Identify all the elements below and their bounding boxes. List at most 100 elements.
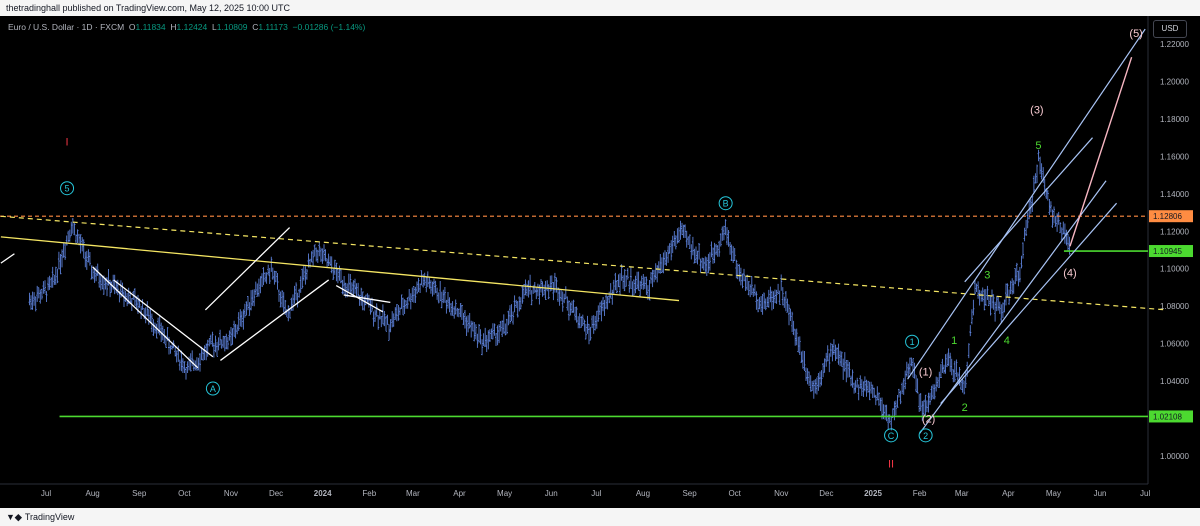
- wave-label-circle: [884, 428, 899, 443]
- x-tick-label: Jun: [1094, 489, 1107, 498]
- price-bar: [70, 221, 73, 237]
- price-bar: [343, 276, 346, 295]
- price-bar: [823, 358, 826, 373]
- price-bar: [330, 256, 333, 274]
- price-bar: [287, 305, 290, 322]
- x-tick-label: Mar: [955, 489, 969, 498]
- price-bar: [786, 298, 789, 313]
- price-bar: [36, 285, 39, 302]
- price-bar: [169, 345, 172, 354]
- price-bar: [278, 289, 280, 302]
- price-bar: [679, 220, 682, 240]
- price-bar: [721, 226, 724, 241]
- symbol-name: Euro / U.S. Dollar · 1D · FXCM: [8, 22, 125, 32]
- price-bar: [908, 357, 911, 375]
- price-bar: [265, 272, 268, 284]
- price-bar: [739, 267, 742, 286]
- price-bar: [901, 382, 904, 395]
- price-bar: [626, 268, 629, 280]
- price-bar: [907, 363, 910, 379]
- currency-button[interactable]: USD: [1153, 20, 1187, 38]
- x-tick-label: Sep: [682, 489, 697, 498]
- price-bar: [419, 283, 422, 293]
- price-bar: [448, 297, 451, 313]
- price-bar: [61, 249, 63, 268]
- price-bar: [918, 394, 921, 412]
- price-bar: [236, 324, 239, 335]
- price-bar: [704, 256, 707, 274]
- price-bar: [664, 250, 666, 266]
- price-bar: [961, 378, 964, 393]
- chart-background: [0, 16, 1200, 508]
- price-bar: [789, 308, 792, 321]
- price-bar: [831, 344, 834, 362]
- price-bar: [702, 258, 705, 271]
- price-bar: [383, 311, 386, 327]
- price-bar: [247, 296, 249, 311]
- price-bar: [333, 259, 336, 275]
- price-bar: [471, 321, 474, 332]
- price-bar: [377, 315, 380, 330]
- price-bar: [969, 325, 972, 337]
- price-bar: [271, 267, 274, 280]
- price-bar: [498, 324, 501, 344]
- wave-label: 2: [923, 431, 928, 441]
- price-bar: [941, 358, 944, 373]
- price-bar: [939, 364, 942, 379]
- price-bar: [1017, 270, 1020, 287]
- price-bar: [631, 281, 634, 296]
- price-bar: [470, 320, 473, 338]
- price-bar: [865, 379, 868, 397]
- price-bar: [981, 287, 984, 302]
- price-bar: [775, 289, 778, 304]
- y-tick-label: 1.06000: [1160, 340, 1189, 349]
- price-bar: [443, 287, 446, 303]
- price-bar: [746, 274, 749, 291]
- wave-label: (2): [922, 413, 935, 425]
- price-bar: [998, 301, 1001, 314]
- y-tick-label: 1.12000: [1160, 227, 1189, 236]
- price-bar: [505, 318, 508, 335]
- price-bar: [474, 324, 477, 340]
- price-bar: [197, 357, 200, 371]
- price-bar: [699, 258, 702, 273]
- price-bar: [812, 380, 815, 399]
- price-bar: [924, 394, 927, 416]
- price-bar: [152, 319, 155, 336]
- y-tick-label: 1.10000: [1160, 265, 1189, 274]
- price-bar: [778, 290, 781, 306]
- price-bar: [65, 235, 68, 246]
- price-bar: [930, 385, 933, 401]
- x-tick-label: May: [497, 489, 512, 498]
- price-bar: [733, 248, 736, 262]
- price-bar: [629, 267, 632, 289]
- price-bar: [507, 310, 510, 326]
- price-bar: [183, 361, 186, 373]
- price-chart[interactable]: 1.000001.020001.040001.060001.080001.100…: [0, 0, 1200, 508]
- price-bar: [603, 299, 606, 316]
- price-bar: [529, 274, 532, 295]
- price-bar: [826, 345, 829, 362]
- price-bar: [412, 285, 415, 303]
- x-tick-label: Nov: [224, 489, 238, 498]
- price-bar: [822, 363, 825, 378]
- wave-label-circle: [60, 181, 75, 196]
- price-bar: [484, 327, 487, 347]
- price-bar: [809, 375, 812, 392]
- price-bar: [794, 328, 797, 346]
- price-bar: [567, 300, 570, 321]
- x-tick-label: Jun: [545, 489, 558, 498]
- price-bar: [208, 337, 211, 347]
- price-bar: [290, 297, 293, 311]
- y-tick-label: 1.16000: [1160, 152, 1189, 161]
- price-bar: [39, 289, 42, 304]
- price-bar: [88, 252, 91, 266]
- price-bar: [560, 289, 563, 302]
- price-bar: [925, 400, 928, 413]
- price-bar: [429, 280, 432, 294]
- price-bar: [767, 289, 770, 308]
- price-bar: [854, 380, 857, 393]
- price-bar: [251, 289, 254, 306]
- price-bar: [385, 315, 387, 332]
- price-bar: [84, 251, 87, 268]
